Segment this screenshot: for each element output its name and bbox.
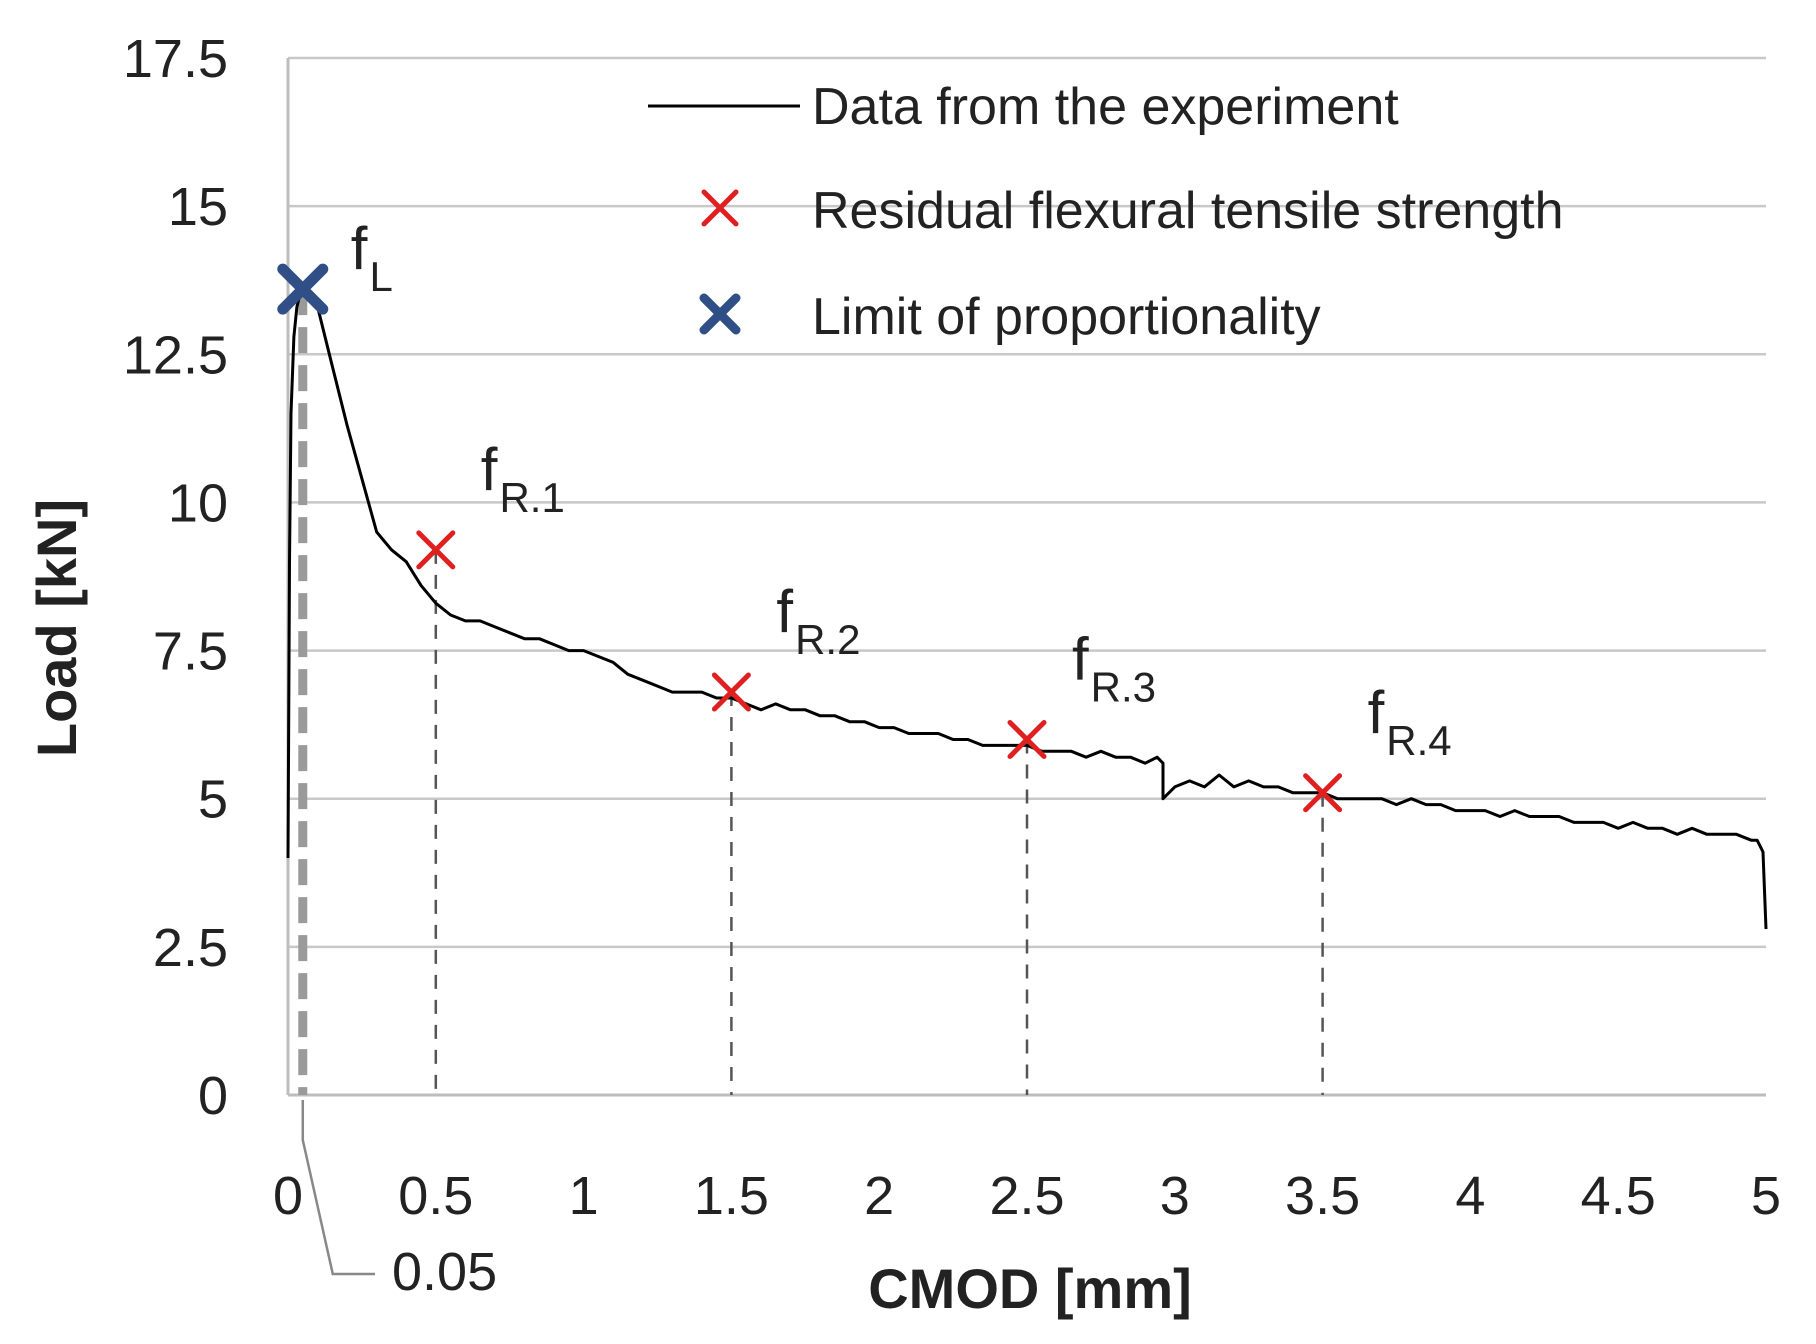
y-tick-label-2: 5 <box>198 770 228 830</box>
marker-label-0: fL <box>351 215 393 300</box>
x-tick-label-1: 0.5 <box>398 1166 473 1226</box>
tick-labels: 0 2.5 5 7.5 10 12.5 15 17.5 0 0.5 1 1.5 2 2.5 3 3.5 4 4.5… <box>123 29 1781 1226</box>
marker-label-1: fR.1 <box>481 436 565 521</box>
x-tick-label-0: 0 <box>273 1166 303 1226</box>
legend-red-x-icon <box>701 189 739 227</box>
legend-label-limit: Limit of proportionality <box>812 288 1321 346</box>
marker-layer: fL fR.1 fR.2 fR.3 fR.4 <box>277 215 1452 813</box>
marker-label-2: fR.2 <box>776 578 860 663</box>
legend: Data from the experiment Residual flexur… <box>648 78 1564 346</box>
y-tick-label-3: 7.5 <box>153 622 228 682</box>
x-tick-label-9: 4.5 <box>1581 1166 1656 1226</box>
series-layer <box>286 287 1768 930</box>
x-tick-label-8: 4 <box>1455 1166 1485 1226</box>
marker-1 <box>416 530 456 570</box>
x-tick-label-7: 3.5 <box>1285 1166 1360 1226</box>
marker-2 <box>711 672 751 712</box>
marker-label-4: fR.4 <box>1368 679 1452 764</box>
callout-line <box>301 1100 375 1276</box>
legend-label-data: Data from the experiment <box>812 78 1399 136</box>
legend-blue-x-icon <box>699 293 741 335</box>
marker-0 <box>277 263 329 315</box>
x-tick-label-5: 2.5 <box>989 1166 1064 1226</box>
legend-label-residual: Residual flexural tensile strength <box>812 182 1564 240</box>
y-tick-label-7: 17.5 <box>123 29 228 89</box>
y-tick-label-6: 15 <box>168 177 228 237</box>
y-tick-label-4: 10 <box>168 473 228 533</box>
callout-label: 0.05 <box>392 1242 497 1302</box>
marker-4 <box>1303 773 1343 813</box>
x-tick-label-3: 1.5 <box>694 1166 769 1226</box>
marker-label-3: fR.3 <box>1072 625 1156 710</box>
gridlines <box>288 56 1766 949</box>
series-line-0 <box>286 287 1768 930</box>
y-tick-label-0: 0 <box>198 1066 228 1126</box>
x-tick-label-2: 1 <box>569 1166 599 1226</box>
marker-3 <box>1007 719 1047 759</box>
y-tick-label-5: 12.5 <box>123 325 228 385</box>
drop-lines <box>298 289 1324 1095</box>
x-tick-label-10: 5 <box>1751 1166 1781 1226</box>
y-tick-label-1: 2.5 <box>153 918 228 978</box>
x-tick-label-6: 3 <box>1160 1166 1190 1226</box>
x-tick-label-4: 2 <box>864 1166 894 1226</box>
x-axis-title: CMOD [mm] <box>868 1257 1192 1320</box>
callout-0-05: 0.05 <box>301 1100 497 1302</box>
y-axis-title: Load [kN] <box>25 499 88 757</box>
